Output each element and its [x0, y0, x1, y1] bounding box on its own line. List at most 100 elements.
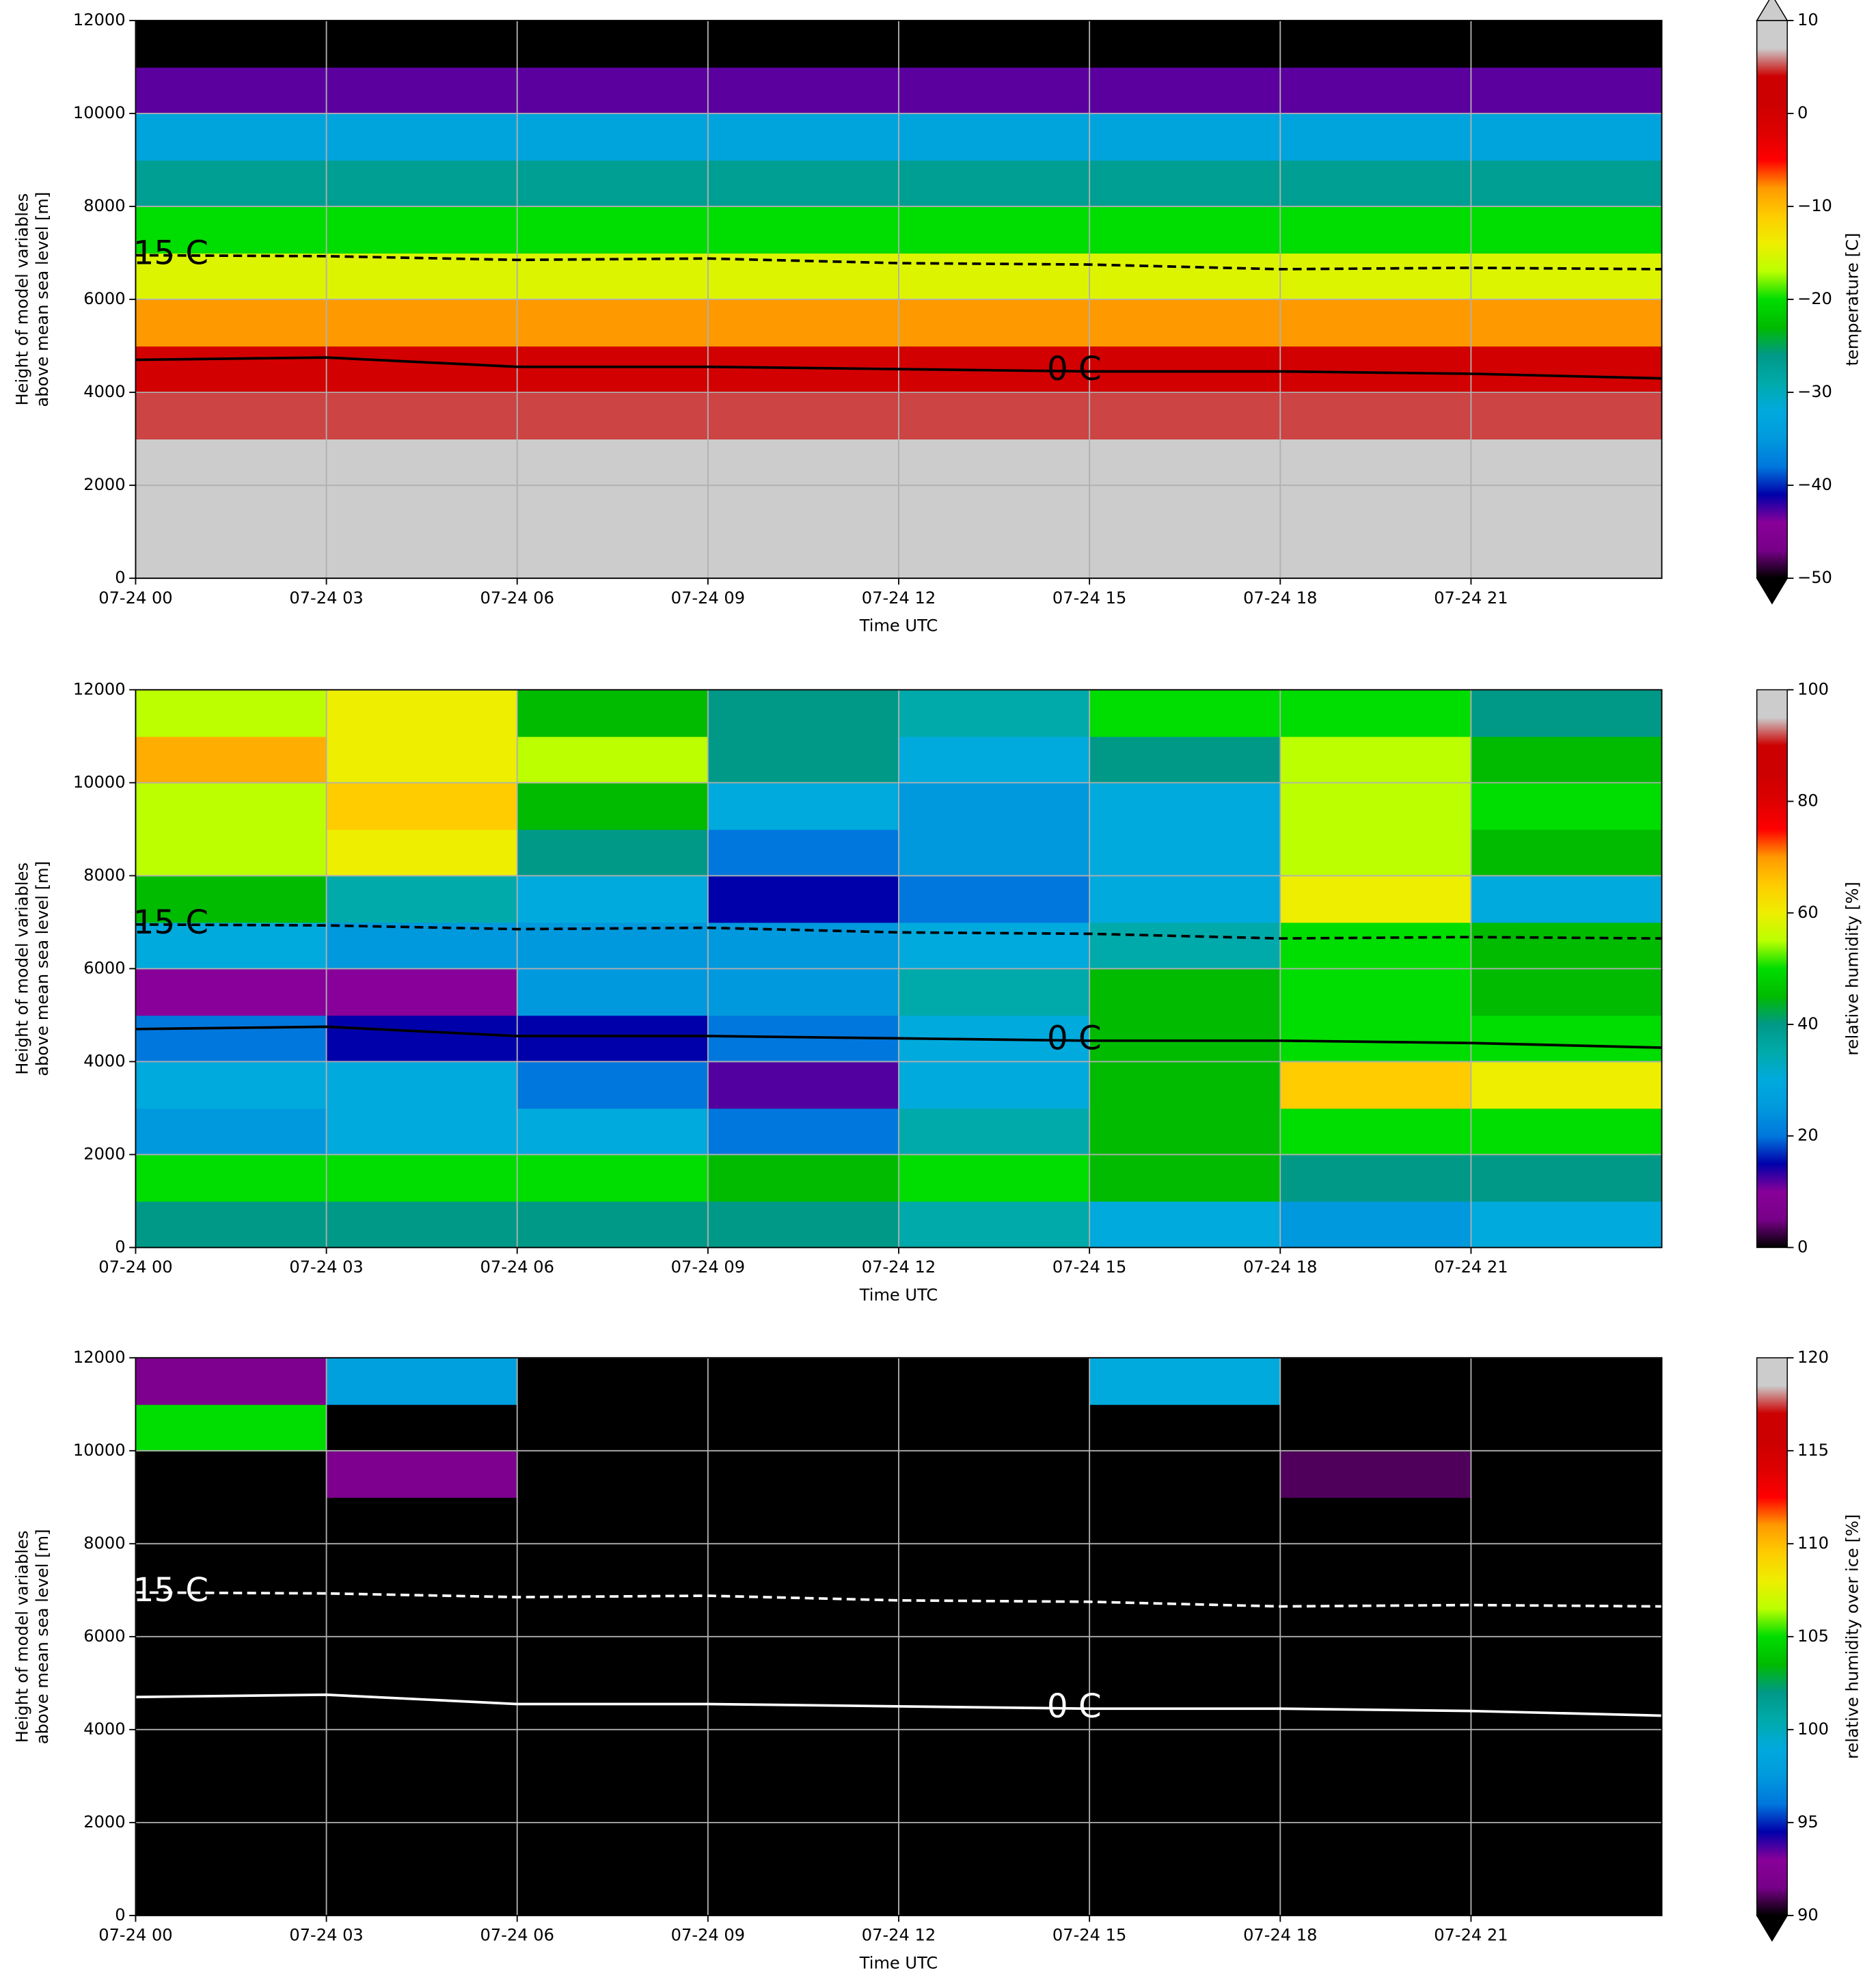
colorbar-tick-label: 100 [1797, 1719, 1829, 1739]
colorbar-tick-label: −10 [1797, 196, 1832, 215]
heatmap-cell [1280, 1108, 1472, 1156]
heatmap-cell [326, 1357, 518, 1405]
heatmap-cell [1089, 1154, 1281, 1202]
y-tick-label: 4000 [83, 382, 125, 401]
x-tick-label: 07-24 06 [480, 588, 554, 608]
heatmap-cell [326, 532, 518, 580]
plot-frame [135, 20, 1663, 580]
y-tick-label: 6000 [83, 958, 125, 977]
x-tick-label: 07-24 03 [289, 1926, 363, 1945]
x-tick-label: 07-24 21 [1434, 588, 1508, 608]
y-tick-label: 10000 [73, 772, 126, 791]
plot-frame [135, 1357, 1663, 1916]
heatmap-cell [1471, 1404, 1663, 1452]
heatmap-cell [326, 736, 518, 784]
colorbar-tick-label: 115 [1797, 1441, 1829, 1460]
heatmap-cell [135, 67, 327, 115]
heatmap-cell [1280, 346, 1472, 394]
heatmap-cell [1280, 206, 1472, 254]
heatmap-cell [707, 160, 899, 208]
heatmap-cell [135, 1497, 327, 1544]
heatmap-cell [1089, 439, 1281, 487]
heatmap-cell [899, 1154, 1091, 1202]
heatmap-cell [135, 1450, 327, 1498]
heatmap-cell [707, 1543, 899, 1591]
colorbar-tick-label: 60 [1797, 903, 1819, 922]
heatmap-cell [517, 1061, 709, 1109]
heatmap-cell [326, 392, 518, 440]
heatmap-cell [1471, 922, 1663, 970]
heatmap-cell [326, 968, 518, 1016]
heatmap-cell [326, 1868, 518, 1916]
heatmap-cell [135, 113, 327, 161]
heatmap-cell [1280, 1497, 1472, 1544]
heatmap-cell [707, 67, 899, 115]
colorbar-tick-label: 20 [1797, 1126, 1819, 1145]
heatmap-cell [1089, 1868, 1281, 1916]
heatmap-cell [326, 1108, 518, 1156]
panel: 07-24 00 07-24 03 07-24 06 07-24 09 07-24 12… [12, 0, 1862, 636]
heatmap-cell [1471, 67, 1663, 115]
heatmap-cell [135, 392, 327, 440]
colorbar-tick-label: −50 [1797, 568, 1832, 587]
heatmap-cell [899, 968, 1091, 1016]
x-tick-label: 07-24 15 [1052, 1257, 1126, 1277]
heatmap-cell [899, 206, 1091, 254]
heatmap-cell [517, 1822, 709, 1870]
heatmap-cell [707, 1497, 899, 1544]
heatmap-cell [1280, 1450, 1472, 1498]
heatmap-cell [1280, 1636, 1472, 1684]
heatmap-cell [1471, 875, 1663, 923]
heatmap-cell [899, 532, 1091, 580]
heatmap-cell [707, 1404, 899, 1452]
heatmap-cell [707, 1822, 899, 1870]
heatmap-cell [707, 532, 899, 580]
heatmap-cell [135, 1775, 327, 1823]
heatmap-cell [899, 1108, 1091, 1156]
y-tick-label: 12000 [73, 10, 126, 29]
heatmap-cell [135, 829, 327, 877]
heatmap-cell [135, 439, 327, 487]
heatmap-cell [517, 1775, 709, 1823]
heatmap-cell [517, 1636, 709, 1684]
heatmap-cell [1280, 1154, 1472, 1202]
heatmap-cell [326, 299, 518, 347]
heatmap-cell [1471, 1683, 1663, 1730]
x-tick-label: 07-24 12 [862, 588, 936, 608]
heatmap-cell [707, 875, 899, 923]
heatmap-cell [326, 690, 518, 737]
heatmap-cell [517, 922, 709, 970]
heatmap-cell [1089, 21, 1281, 68]
heatmap-cell [517, 1108, 709, 1156]
heatmap-cell [899, 1061, 1091, 1109]
heatmap-cell [1280, 922, 1472, 970]
heatmap-cell [326, 1822, 518, 1870]
heatmap-cell [1280, 21, 1472, 68]
heatmap-cell [517, 113, 709, 161]
heatmap-cell [707, 1729, 899, 1777]
heatmap-cell [1471, 346, 1663, 394]
heatmap-cell [135, 1822, 327, 1870]
heatmap-cell [135, 1868, 327, 1916]
x-tick-label: 07-24 00 [98, 588, 172, 608]
heatmap-cell [135, 253, 327, 301]
colorbar-extend-min [1756, 577, 1789, 605]
heatmap-cell [1280, 160, 1472, 208]
heatmap-cell [899, 1357, 1091, 1405]
heatmap-cell [1280, 392, 1472, 440]
colorbar-extend-min [1756, 1915, 1789, 1942]
colorbar-tick-label: 100 [1797, 679, 1829, 698]
heatmap-cell [1089, 1683, 1281, 1730]
heatmap-cell [1471, 1061, 1663, 1109]
heatmap-cell [326, 1543, 518, 1591]
heatmap-cell [517, 968, 709, 1016]
heatmap-cell [326, 439, 518, 487]
heatmap-cell [326, 160, 518, 208]
heatmap-cell [326, 1061, 518, 1109]
heatmap-cell [899, 736, 1091, 784]
heatmap-cell [135, 1061, 327, 1109]
heatmap-cell [1089, 782, 1281, 830]
y-tick-label: 0 [115, 1905, 125, 1924]
y-tick-label: 6000 [83, 289, 125, 308]
heatmap-cell [707, 1357, 899, 1405]
